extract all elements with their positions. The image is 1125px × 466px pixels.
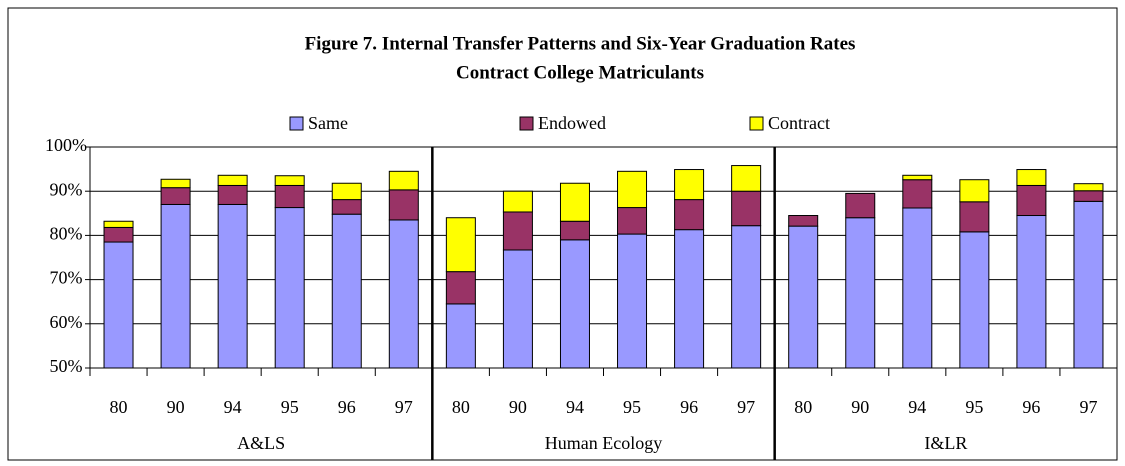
- x-tick-label: 90: [851, 397, 869, 417]
- bar-segment: [788, 225, 819, 369]
- bar-segment: [902, 174, 933, 181]
- bar-segment: [445, 217, 476, 273]
- x-tick-label: 96: [680, 397, 698, 417]
- x-tick-label: 94: [224, 397, 242, 417]
- bar-segment: [788, 215, 819, 227]
- bar-segment: [103, 241, 134, 369]
- bar-segment: [388, 189, 419, 221]
- bar-segment: [103, 220, 134, 228]
- legend-swatch: [289, 116, 304, 131]
- x-tick-label: 80: [452, 397, 470, 417]
- bar-segment: [959, 179, 990, 203]
- y-tick-label: 50%: [50, 356, 83, 376]
- bar-segment: [674, 169, 705, 201]
- x-tick-label: 95: [623, 397, 641, 417]
- bar-segment: [388, 170, 419, 191]
- bar-segment: [617, 207, 648, 235]
- bar-segment: [103, 226, 134, 243]
- bar-segment: [674, 229, 705, 369]
- bar-segment: [1073, 200, 1104, 369]
- bar-segment: [331, 199, 362, 215]
- bar-segment: [559, 239, 590, 369]
- x-tick-label: 95: [965, 397, 983, 417]
- chart-title: Figure 7. Internal Transfer Patterns and…: [305, 33, 856, 54]
- bar-segment: [445, 271, 476, 305]
- legend-label: Endowed: [538, 113, 606, 133]
- bar-segment: [845, 192, 876, 219]
- bar-segment: [274, 184, 305, 209]
- bar-segment: [1073, 190, 1104, 202]
- bar-segment: [902, 179, 933, 209]
- bar-segment: [445, 303, 476, 369]
- legend-label: Contract: [768, 113, 830, 133]
- y-tick-label: 80%: [50, 224, 83, 244]
- bar-segment: [274, 175, 305, 186]
- bar-segment: [731, 165, 762, 192]
- bar-segment: [959, 201, 990, 233]
- bar-segment: [1016, 169, 1047, 186]
- x-tick-label: 94: [908, 397, 926, 417]
- y-tick-label: 90%: [50, 179, 83, 199]
- bar-segment: [617, 170, 648, 209]
- bar-segment: [731, 190, 762, 227]
- chart-subtitle: Contract College Matriculants: [456, 62, 704, 83]
- bar-segment: [502, 211, 533, 251]
- bar-segment: [502, 249, 533, 369]
- x-tick-label: 94: [566, 397, 584, 417]
- bar-segment: [160, 187, 191, 205]
- bar-segment: [160, 178, 191, 189]
- bar-segment: [502, 190, 533, 213]
- group-label: I&LR: [924, 433, 967, 453]
- x-tick-label: 96: [338, 397, 356, 417]
- bar-segment: [160, 203, 191, 369]
- legend-swatch: [519, 116, 534, 131]
- bar-segment: [331, 182, 362, 201]
- y-tick-label: 100%: [45, 135, 87, 155]
- x-tick-label: 97: [395, 397, 413, 417]
- y-tick-label: 60%: [50, 312, 83, 332]
- group-label: Human Ecology: [545, 433, 662, 453]
- group-label: A&LS: [237, 433, 285, 453]
- bar-segment: [731, 225, 762, 369]
- y-tick-label: 70%: [50, 268, 83, 288]
- bar-segment: [1016, 215, 1047, 369]
- bar-segment: [902, 207, 933, 369]
- bar-segment: [845, 217, 876, 369]
- x-tick-label: 90: [167, 397, 185, 417]
- x-tick-label: 96: [1022, 397, 1040, 417]
- bar-segment: [388, 219, 419, 369]
- x-tick-label: 80: [110, 397, 128, 417]
- x-tick-label: 97: [1079, 397, 1097, 417]
- legend-swatch: [749, 116, 764, 131]
- legend-label: Same: [308, 113, 348, 133]
- bar-segment: [331, 213, 362, 369]
- bar-segment: [559, 182, 590, 222]
- x-tick-label: 95: [281, 397, 299, 417]
- bar-segment: [617, 233, 648, 369]
- bar-segment: [959, 231, 990, 369]
- bar-segment: [674, 199, 705, 231]
- bar-segment: [217, 174, 248, 186]
- x-tick-label: 97: [737, 397, 755, 417]
- x-tick-label: 90: [509, 397, 527, 417]
- bar-segment: [1016, 184, 1047, 217]
- bar-segment: [274, 207, 305, 369]
- bar-segment: [1073, 183, 1104, 192]
- bar-segment: [217, 203, 248, 369]
- x-tick-label: 80: [794, 397, 812, 417]
- bar-segment: [559, 220, 590, 241]
- bar-segment: [217, 184, 248, 205]
